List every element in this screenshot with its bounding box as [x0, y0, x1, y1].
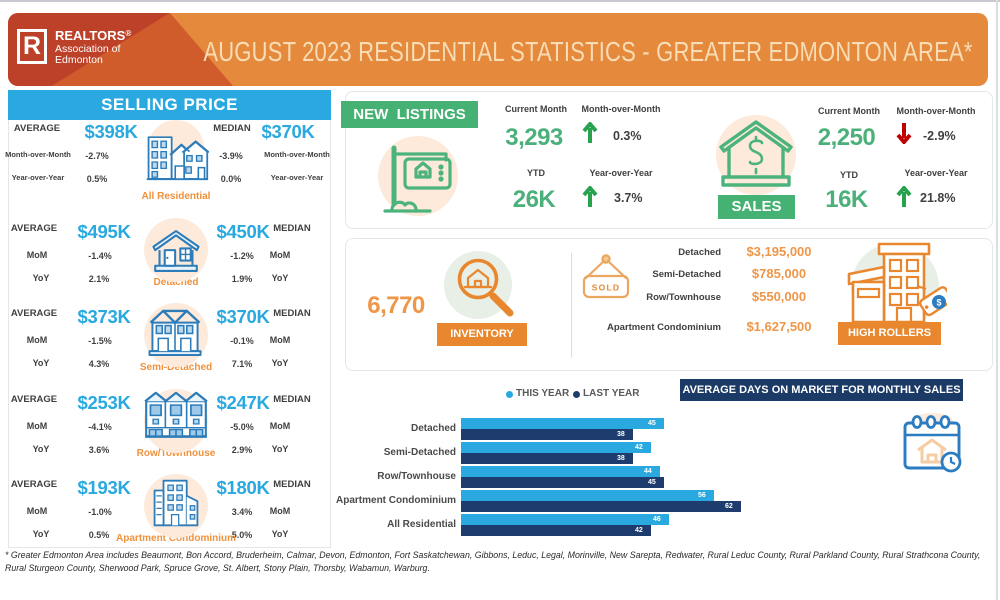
svg-text:$: $ [936, 298, 941, 308]
svg-text:SOLD: SOLD [592, 283, 620, 293]
